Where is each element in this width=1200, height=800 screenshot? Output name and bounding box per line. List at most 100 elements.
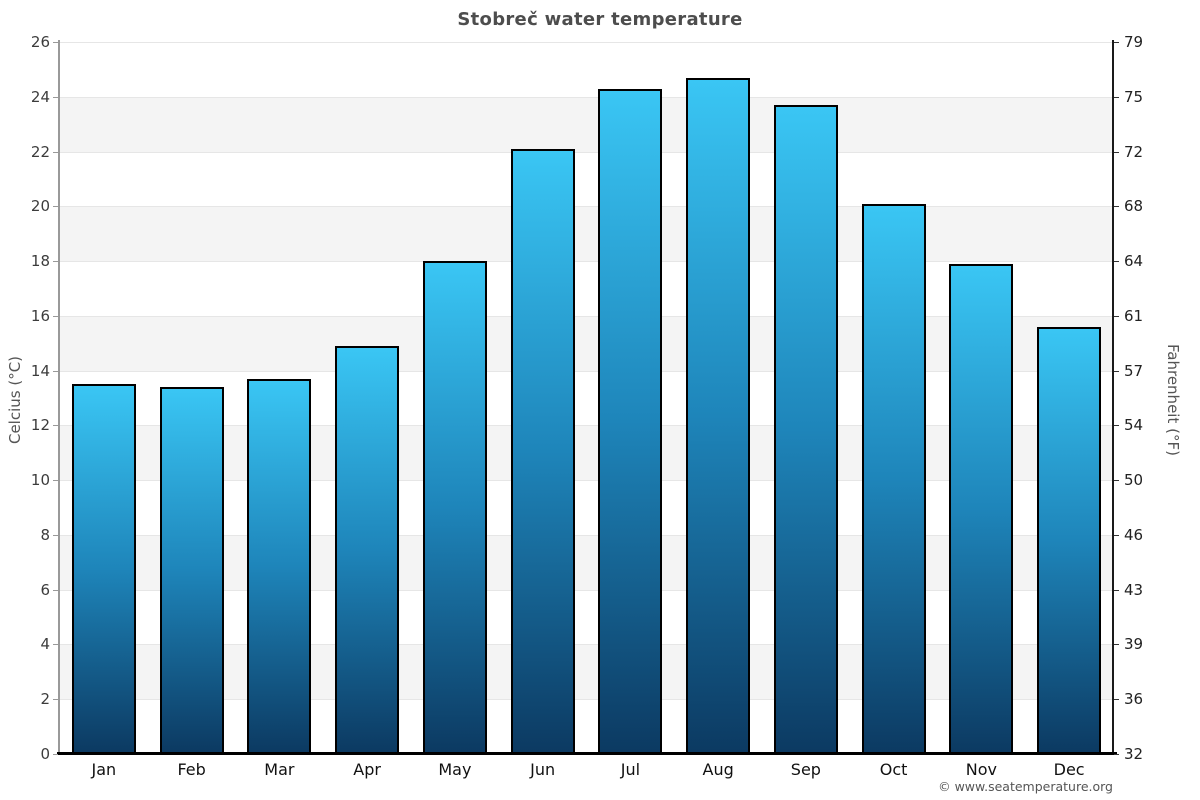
plot-band (60, 315, 1113, 371)
bar-nov (949, 263, 1014, 754)
y-tick-left (53, 151, 58, 153)
gridline (60, 96, 1113, 98)
plot-band (60, 699, 1113, 754)
plot-band (60, 206, 1113, 262)
plot-band (60, 42, 1113, 97)
y-tick-label-fahrenheit: 43 (1124, 580, 1144, 599)
y-tick-right (1114, 425, 1119, 427)
x-axis-line (57, 752, 1117, 755)
y-tick-right (1114, 754, 1119, 755)
x-category-label-may: May (438, 760, 472, 779)
x-category-label-aug: Aug (702, 760, 734, 779)
y-tick-right (1114, 151, 1119, 153)
bar-aug (686, 77, 751, 754)
plot-band (60, 425, 1113, 481)
y-tick-label-celsius: 14 (30, 361, 50, 380)
y-tick-label-fahrenheit: 72 (1124, 142, 1144, 161)
bar-jun (510, 148, 575, 754)
y-tick-left (53, 315, 58, 317)
y-tick-right (1114, 206, 1119, 208)
bar-mar (247, 378, 312, 754)
x-category-label-sep: Sep (790, 760, 821, 779)
y-tick-right (1114, 589, 1119, 591)
bar-oct (861, 203, 926, 754)
plot-band (60, 644, 1113, 700)
x-category-label-mar: Mar (264, 760, 295, 779)
y-tick-label-fahrenheit: 36 (1124, 690, 1144, 709)
y-tick-label-celsius: 4 (40, 635, 50, 654)
y-tick-label-fahrenheit: 39 (1124, 635, 1144, 654)
gridline (60, 480, 1113, 482)
y-tick-left (53, 206, 58, 208)
plot-area (60, 42, 1113, 754)
y-tick-left (53, 754, 58, 755)
y-tick-right (1114, 370, 1119, 372)
y-tick-label-celsius: 24 (30, 87, 50, 106)
x-category-label-jun: Jun (530, 760, 556, 779)
x-category-label-apr: Apr (353, 760, 381, 779)
x-category-label-oct: Oct (879, 760, 908, 779)
gridline (60, 589, 1113, 591)
x-category-label-nov: Nov (965, 760, 997, 779)
bar-jul (598, 88, 663, 754)
y-tick-label-fahrenheit: 50 (1124, 471, 1144, 490)
y-axis-line-fahrenheit (1112, 40, 1114, 754)
bar-sep (773, 104, 838, 754)
y-tick-right (1114, 644, 1119, 646)
chart-title: Stobreč water temperature (457, 9, 743, 30)
bar-jan (71, 384, 136, 754)
y-tick-left (53, 644, 58, 646)
y-tick-label-celsius: 2 (40, 690, 50, 709)
y-tick-label-celsius: 0 (40, 745, 50, 763)
plot-band (60, 96, 1113, 152)
gridline (60, 261, 1113, 263)
y-tick-right (1114, 534, 1119, 536)
gridline (60, 699, 1113, 701)
y-tick-left (53, 370, 58, 372)
y-tick-right (1114, 42, 1119, 43)
y-tick-label-fahrenheit: 79 (1124, 33, 1144, 51)
y-tick-left (53, 534, 58, 536)
y-tick-label-fahrenheit: 57 (1124, 361, 1144, 380)
gridline (60, 534, 1113, 536)
plot-band (60, 480, 1113, 535)
y-tick-right (1114, 315, 1119, 317)
y-tick-label-celsius: 10 (30, 471, 50, 490)
y-tick-right (1114, 96, 1119, 98)
y-tick-label-celsius: 8 (40, 525, 50, 544)
y-tick-left (53, 480, 58, 482)
y-tick-label-celsius: 26 (30, 33, 50, 51)
attribution-link[interactable]: © www.seatemperature.org (938, 779, 1113, 794)
y-axis-title-fahrenheit: Fahrenheit (°F) (1164, 344, 1182, 456)
y-tick-label-celsius: 12 (30, 416, 50, 435)
plot-band (60, 370, 1113, 426)
y-tick-label-celsius: 22 (30, 142, 50, 161)
bar-dec (1037, 326, 1102, 754)
y-tick-left (53, 96, 58, 98)
y-tick-label-fahrenheit: 64 (1124, 252, 1144, 271)
x-category-label-dec: Dec (1053, 760, 1085, 779)
bar-may (422, 261, 487, 754)
y-tick-label-celsius: 16 (30, 306, 50, 325)
x-category-label-jan: Jan (91, 760, 117, 779)
y-tick-left (53, 261, 58, 263)
x-category-label-jul: Jul (620, 760, 641, 779)
gridline (60, 425, 1113, 427)
y-tick-label-fahrenheit: 61 (1124, 306, 1144, 325)
y-axis-line-celsius (58, 40, 60, 754)
gridline (60, 370, 1113, 372)
x-category-label-feb: Feb (177, 760, 206, 779)
y-tick-label-fahrenheit: 75 (1124, 87, 1144, 106)
y-tick-left (53, 42, 58, 43)
plot-band (60, 534, 1113, 590)
y-tick-label-fahrenheit: 32 (1124, 745, 1144, 763)
y-tick-left (53, 589, 58, 591)
y-tick-right (1114, 699, 1119, 701)
gridline (60, 644, 1113, 646)
gridline (60, 315, 1113, 317)
y-tick-left (53, 425, 58, 427)
y-tick-label-celsius: 20 (30, 197, 50, 216)
y-tick-label-celsius: 18 (30, 252, 50, 271)
y-tick-right (1114, 261, 1119, 263)
